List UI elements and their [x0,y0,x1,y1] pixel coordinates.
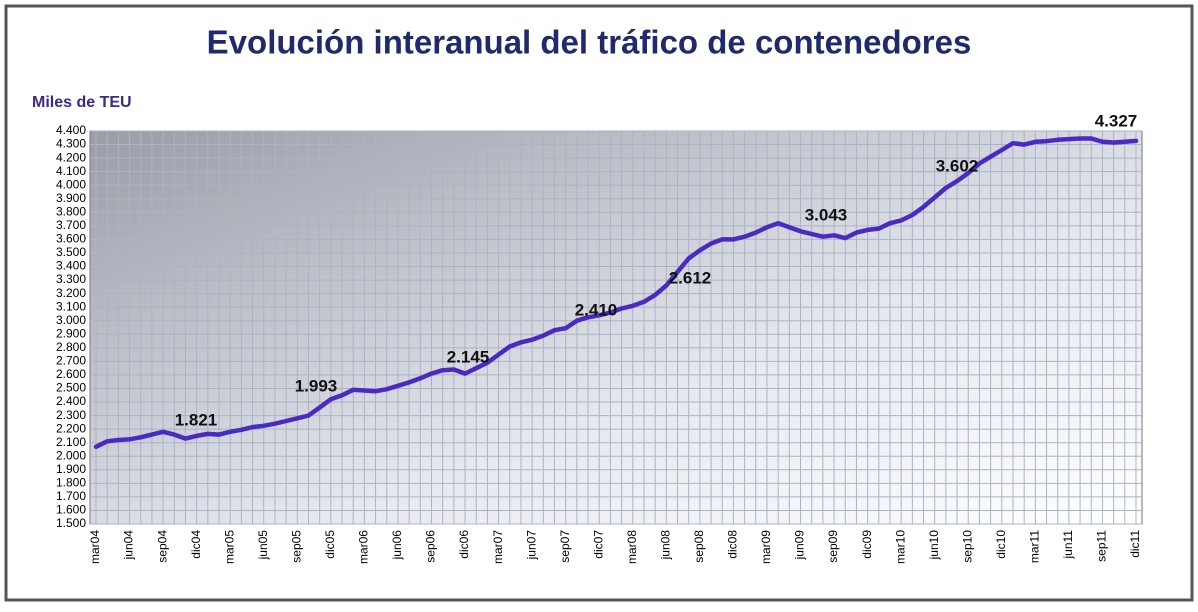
plot-area [89,130,1143,525]
y-tick-label: 1.600 [56,503,86,517]
y-tick-label: 2.500 [56,381,86,395]
y-tick-label: 3.200 [56,286,86,300]
y-tick-label: 2.300 [56,408,86,422]
x-tick-label: dic05 [323,530,337,559]
x-tick-label: jun07 [524,530,538,561]
y-tick-label: 3.800 [56,204,86,218]
annotation: 3.043 [805,205,848,224]
x-tick-label: dic04 [189,530,203,559]
y-axis-label: Miles de TEU [32,94,132,111]
y-tick-label: 1.800 [56,476,86,490]
x-tick-label: sep08 [692,530,706,563]
x-tick-label: sep05 [289,530,303,563]
y-tick-label: 4.300 [56,137,86,151]
y-tick-label: 2.800 [56,340,86,354]
x-tick-label: sep11 [1095,530,1109,562]
y-tick-label: 3.900 [56,191,86,205]
annotation: 2.145 [447,347,490,366]
x-tick-label: jun05 [256,530,270,561]
x-tick-label: dic10 [994,530,1008,559]
x-tick-label: sep10 [960,530,974,563]
x-tick-label: dic06 [457,530,471,559]
y-tick-label: 3.500 [56,245,86,259]
x-tick-label: dic11 [1128,530,1142,558]
x-tick-label: sep04 [155,530,169,563]
x-tick-label: mar07 [491,530,505,564]
annotation: 1.821 [175,410,218,429]
x-tick-label: jun06 [390,530,404,561]
y-tick-label: 4.100 [56,164,86,178]
x-tick-label: dic08 [726,530,740,559]
x-tick-label: sep07 [558,530,572,563]
x-tick-label: dic07 [591,530,605,559]
x-tick-label: jun11 [1061,530,1075,560]
y-tick-label: 4.000 [56,177,86,191]
x-tick-label: jun10 [927,530,941,561]
y-tick-label: 2.100 [56,435,86,449]
y-tick-label: 3.700 [56,218,86,232]
x-tick-label: dic09 [860,530,874,559]
annotation: 2.410 [575,300,618,319]
y-tick-label: 4.400 [56,123,86,137]
annotation: 1.993 [295,376,338,395]
x-tick-label: mar11 [1028,530,1042,563]
annotation: 2.612 [669,268,712,287]
x-tick-label: mar04 [88,530,102,564]
y-tick-label: 3.400 [56,259,86,273]
y-tick-label: 2.400 [56,394,86,408]
y-tick-label: 3.000 [56,313,86,327]
chart-title: Evolución interanual del tráfico de cont… [207,24,972,61]
line [93,136,1139,450]
x-tick-label: sep06 [424,530,438,563]
annotation: 4.327 [1095,111,1138,130]
x-tick-label: sep09 [826,530,840,563]
y-tick-label: 1.700 [56,489,86,503]
x-tick-label: mar06 [357,530,371,564]
y-tick-label: 2.600 [56,367,86,381]
y-tick-label: 3.100 [56,299,86,313]
y-tick-label: 2.200 [56,421,86,435]
y-tick-label: 2.700 [56,354,86,368]
y-tick-label: 2.000 [56,448,86,462]
y-tick-label: 4.200 [56,150,86,164]
y-tick-label: 3.300 [56,272,86,286]
y-tick-label: 3.600 [56,232,86,246]
y-tick-label: 2.900 [56,326,86,340]
x-tick-label: jun08 [658,530,672,561]
y-tick-label: 1.500 [56,516,86,530]
x-tick-label: mar10 [893,530,907,564]
x-tick-label: jun04 [122,530,136,561]
x-tick-label: mar09 [759,530,773,564]
x-tick-label: mar08 [625,530,639,564]
annotation: 3.602 [936,156,979,175]
x-tick-label: jun09 [793,530,807,561]
y-tick-label: 1.900 [56,462,86,476]
x-tick-label: mar05 [222,530,236,564]
